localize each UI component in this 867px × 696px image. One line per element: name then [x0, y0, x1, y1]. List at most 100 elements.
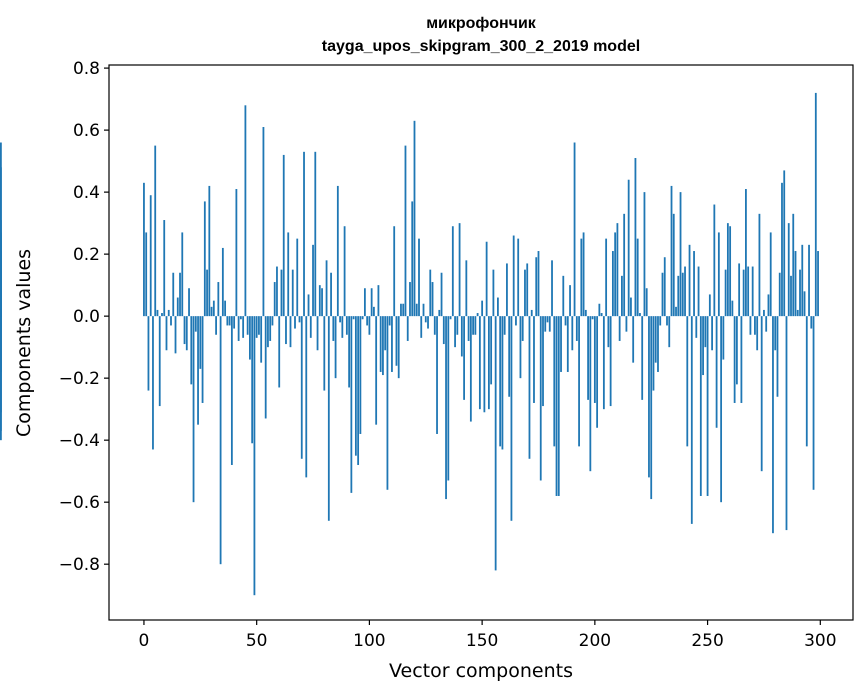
bar-117	[406, 316, 409, 341]
bar-142	[463, 316, 465, 400]
bar-22	[192, 316, 195, 503]
bar-204	[602, 316, 605, 410]
bar-89	[343, 226, 346, 317]
bar-214	[625, 316, 628, 332]
bar-91	[348, 316, 351, 388]
bar-122	[418, 238, 420, 317]
bar-272	[756, 316, 759, 351]
bar-113	[397, 316, 400, 379]
bar-172	[530, 309, 533, 317]
bar-260	[729, 226, 732, 317]
bar-253	[713, 204, 716, 317]
bar-249	[704, 316, 707, 348]
bar-undefined	[0, 316, 2, 441]
x-tick-label: 300	[804, 631, 836, 651]
bar-138	[454, 316, 456, 348]
bar-69	[298, 316, 301, 323]
bar-284	[783, 170, 786, 317]
bar-259	[726, 223, 729, 317]
bar-218	[634, 158, 637, 317]
bar-59	[276, 266, 278, 317]
bar-129	[433, 316, 436, 335]
bar-182	[553, 316, 556, 447]
bar-227	[654, 316, 657, 363]
bar-234	[670, 185, 673, 317]
bar-157	[497, 297, 499, 317]
bar-13	[172, 272, 175, 317]
bar-229	[659, 316, 662, 326]
bar-170	[526, 263, 529, 317]
bar-15	[176, 297, 179, 317]
bar-235	[672, 213, 675, 317]
bar-238	[679, 192, 682, 317]
y-tick-label: 0.2	[73, 245, 100, 265]
y-tick-label: −0.2	[59, 369, 100, 389]
bar-47	[249, 316, 251, 360]
bar-237	[677, 275, 680, 317]
bar-263	[735, 316, 738, 385]
bar-267	[745, 189, 747, 317]
bar-143	[465, 260, 468, 317]
bar-273	[758, 213, 761, 317]
bar-115	[402, 303, 405, 317]
bar-197	[587, 316, 589, 400]
bar-211	[618, 316, 621, 341]
bar-215	[627, 179, 630, 317]
bar-264	[738, 263, 741, 317]
bar-85	[334, 316, 337, 379]
bar-192	[575, 316, 578, 341]
bar-undefined	[0, 142, 2, 317]
bar-110	[391, 316, 393, 372]
bar-193	[578, 316, 580, 447]
bar-75	[312, 244, 314, 317]
bar-251	[708, 294, 711, 317]
bar-219	[636, 238, 639, 317]
bar-136	[449, 316, 452, 320]
bar-31	[212, 300, 215, 317]
bar-95	[357, 316, 360, 465]
bar-29	[208, 185, 211, 317]
bar-194	[580, 238, 583, 317]
bar-199	[591, 316, 594, 320]
bar-53	[262, 127, 265, 317]
bar-281	[776, 316, 779, 397]
bar-225	[650, 316, 653, 500]
bar-118	[409, 282, 411, 317]
bar-241	[686, 316, 689, 447]
bar-159	[501, 316, 504, 450]
bar-109	[388, 316, 391, 326]
bar-56	[269, 316, 272, 341]
bar-180	[548, 316, 551, 332]
bar-58	[273, 282, 276, 317]
bar-189	[569, 285, 571, 317]
bar-49	[253, 316, 256, 596]
bar-106	[382, 316, 384, 376]
bar-77	[316, 316, 319, 351]
bar-282	[778, 272, 781, 317]
bar-246	[697, 266, 700, 317]
bar-27	[203, 201, 206, 317]
bar-173	[533, 316, 535, 403]
bar-96	[359, 316, 362, 434]
bar-undefined	[0, 316, 2, 372]
y-tick-label: 0.0	[73, 307, 100, 327]
bar-83	[330, 272, 332, 317]
x-tick-label: 200	[579, 631, 611, 651]
bar-134	[445, 316, 447, 500]
y-tick-label: −0.4	[59, 431, 100, 451]
bar-38	[228, 316, 231, 326]
bar-0	[143, 182, 145, 317]
bar-276	[765, 316, 768, 332]
bar-65	[289, 316, 292, 348]
bar-92	[350, 316, 353, 493]
bar-216	[630, 297, 632, 317]
bar-274	[760, 316, 763, 472]
bar-66	[291, 269, 294, 317]
bar-163	[510, 316, 513, 521]
x-tick-label: 150	[466, 631, 498, 651]
bar-61	[280, 269, 283, 317]
y-axis-ticks: −0.8 −0.6 −0.4 −0.2 0.0 0.2 0.4 0.6 0.8	[59, 59, 109, 575]
bar-290	[796, 309, 799, 317]
bar-222	[643, 192, 646, 317]
plot-frame	[108, 64, 854, 621]
